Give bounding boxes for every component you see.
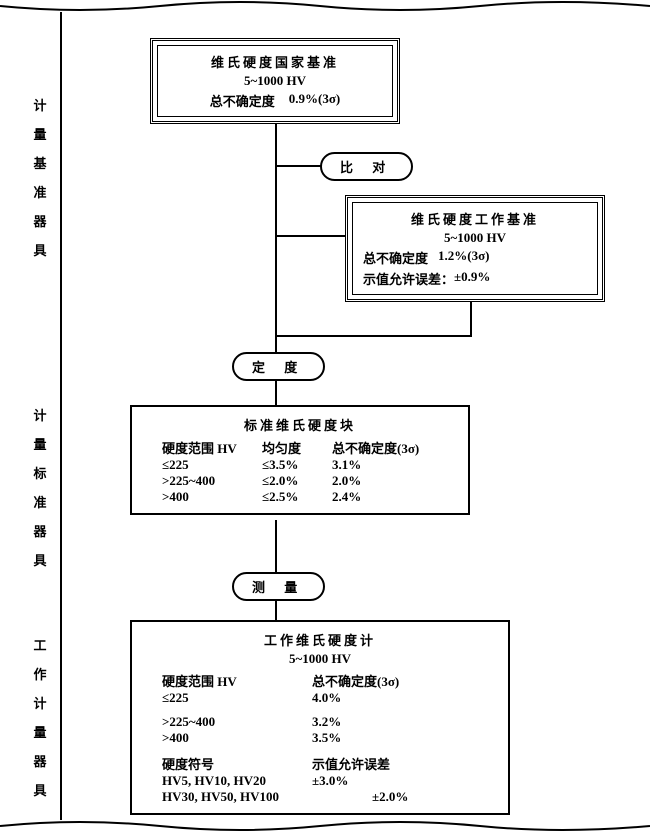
section-label-char: 器 (30, 521, 50, 540)
section-label-char: 计 (30, 95, 50, 114)
cell-range: ≤225 (162, 457, 262, 473)
cell-uncertainty: 3.1% (332, 457, 452, 473)
cell-range: >400 (162, 730, 312, 746)
section-label-char: 器 (30, 211, 50, 230)
section-label-char: 量 (30, 124, 50, 143)
left-margin-line (60, 12, 62, 820)
connector-national-down (275, 118, 277, 358)
table-row: HV30, HV50, HV100±2.0% (162, 789, 494, 805)
tester-symbol-table: 硬度符号 示值允许误差 HV5, HV10, HV20±3.0%HV30, HV… (146, 754, 494, 805)
table-row: >225~4003.2% (162, 714, 494, 730)
block-title: 标准维氏硬度块 (146, 415, 454, 434)
section-label-1: 计量标准器具 (30, 395, 50, 579)
section-label-char: 工 (30, 635, 50, 654)
block-col3: 总不确定度(3σ) (332, 438, 452, 457)
section-label-char: 具 (30, 780, 50, 799)
hardness-block-box: 标准维氏硬度块 硬度范围 HV 均匀度 总不确定度(3σ) ≤225≤3.5%3… (130, 405, 470, 515)
cell-range: >400 (162, 489, 262, 505)
table-row: >225~400≤2.0%2.0% (162, 473, 454, 489)
connector-block-down (275, 520, 277, 575)
working-standard-box: 维氏硬度工作基准 5~1000 HV 总不确定度 1.2%(3σ) 示值允许误差… (345, 195, 605, 302)
table-row: >400≤2.5%2.4% (162, 489, 454, 505)
diagram-canvas: 计量基准器具 计量标准器具 工作计量器具 维氏硬度国家基准 5~1000 HV … (0, 0, 650, 834)
workingstd-unc-value: 1.2%(3σ) (438, 248, 489, 267)
tester-col2: 总不确定度(3σ) (312, 671, 432, 690)
torn-edge-top (0, 0, 650, 18)
cell-tolerance: ±2.0% (312, 789, 432, 805)
cell-uniformity: ≤2.0% (262, 473, 332, 489)
block-table: 硬度范围 HV 均匀度 总不确定度(3σ) ≤225≤3.5%3.1%>225~… (146, 438, 454, 505)
section-label-char: 量 (30, 722, 50, 741)
national-title: 维氏硬度国家基准 (168, 52, 382, 71)
cell-uncertainty: 3.5% (312, 730, 432, 746)
cell-uncertainty: 4.0% (312, 690, 432, 706)
torn-edge-bottom (0, 816, 650, 834)
table-row: ≤2254.0% (162, 690, 494, 706)
cell-symbol: HV30, HV50, HV100 (162, 789, 312, 805)
cell-range: >225~400 (162, 473, 262, 489)
national-range: 5~1000 HV (168, 73, 382, 89)
workingstd-unc-label: 总不确定度 (363, 248, 428, 267)
workingstd-title: 维氏硬度工作基准 (363, 209, 587, 228)
tester-col1: 硬度范围 HV (162, 671, 312, 690)
working-tester-box: 工作维氏硬度计 5~1000 HV 硬度范围 HV 总不确定度(3σ) ≤225… (130, 620, 510, 815)
workingstd-range: 5~1000 HV (363, 230, 587, 246)
section-label-char: 具 (30, 550, 50, 569)
cell-tolerance: ±3.0% (312, 773, 432, 789)
cell-uncertainty: 2.4% (332, 489, 452, 505)
section-label-char: 器 (30, 751, 50, 770)
workingstd-tol-label: 示值允许误差： (363, 269, 454, 288)
block-col1: 硬度范围 HV (162, 438, 262, 457)
tester-table: 硬度范围 HV 总不确定度(3σ) ≤2254.0%>225~4003.2%>4… (146, 671, 494, 746)
section-label-char: 准 (30, 182, 50, 201)
table-row: >4003.5% (162, 730, 494, 746)
section-label-char: 量 (30, 434, 50, 453)
section-label-char: 标 (30, 463, 50, 482)
cell-uncertainty: 2.0% (332, 473, 452, 489)
section-label-char: 作 (30, 664, 50, 683)
national-uncertainty-label: 总不确定度 (210, 91, 275, 110)
connector-workingstd-h (275, 235, 345, 237)
national-uncertainty-value: 0.9%(3σ) (289, 91, 340, 110)
section-label-0: 计量基准器具 (30, 85, 50, 269)
tester-range: 5~1000 HV (146, 651, 494, 667)
compare-pill: 比 对 (320, 152, 413, 181)
cell-uniformity: ≤2.5% (262, 489, 332, 505)
workingstd-tol-value: ±0.9% (454, 269, 490, 288)
tester-sym-label: 硬度符号 (162, 754, 312, 773)
calibrate-pill: 定 度 (232, 352, 325, 381)
cell-range: ≤225 (162, 690, 312, 706)
section-label-char: 计 (30, 693, 50, 712)
table-row: ≤225≤3.5%3.1% (162, 457, 454, 473)
connector-measure-down (275, 598, 277, 620)
connector-calibrate-down (275, 378, 277, 406)
section-label-char: 准 (30, 492, 50, 511)
table-row: HV5, HV10, HV20±3.0% (162, 773, 494, 789)
cell-uniformity: ≤3.5% (262, 457, 332, 473)
national-standard-box: 维氏硬度国家基准 5~1000 HV 总不确定度 0.9%(3σ) (150, 38, 400, 124)
measure-pill: 测 量 (232, 572, 325, 601)
section-label-2: 工作计量器具 (30, 625, 50, 809)
connector-workingstd-back (275, 335, 472, 337)
block-col2: 均匀度 (262, 438, 332, 457)
cell-range: >225~400 (162, 714, 312, 730)
tester-title: 工作维氏硬度计 (146, 630, 494, 649)
cell-uncertainty: 3.2% (312, 714, 432, 730)
section-label-char: 具 (30, 240, 50, 259)
section-label-char: 基 (30, 153, 50, 172)
section-label-char: 计 (30, 405, 50, 424)
cell-symbol: HV5, HV10, HV20 (162, 773, 312, 789)
tester-tol-label: 示值允许误差 (312, 754, 432, 773)
